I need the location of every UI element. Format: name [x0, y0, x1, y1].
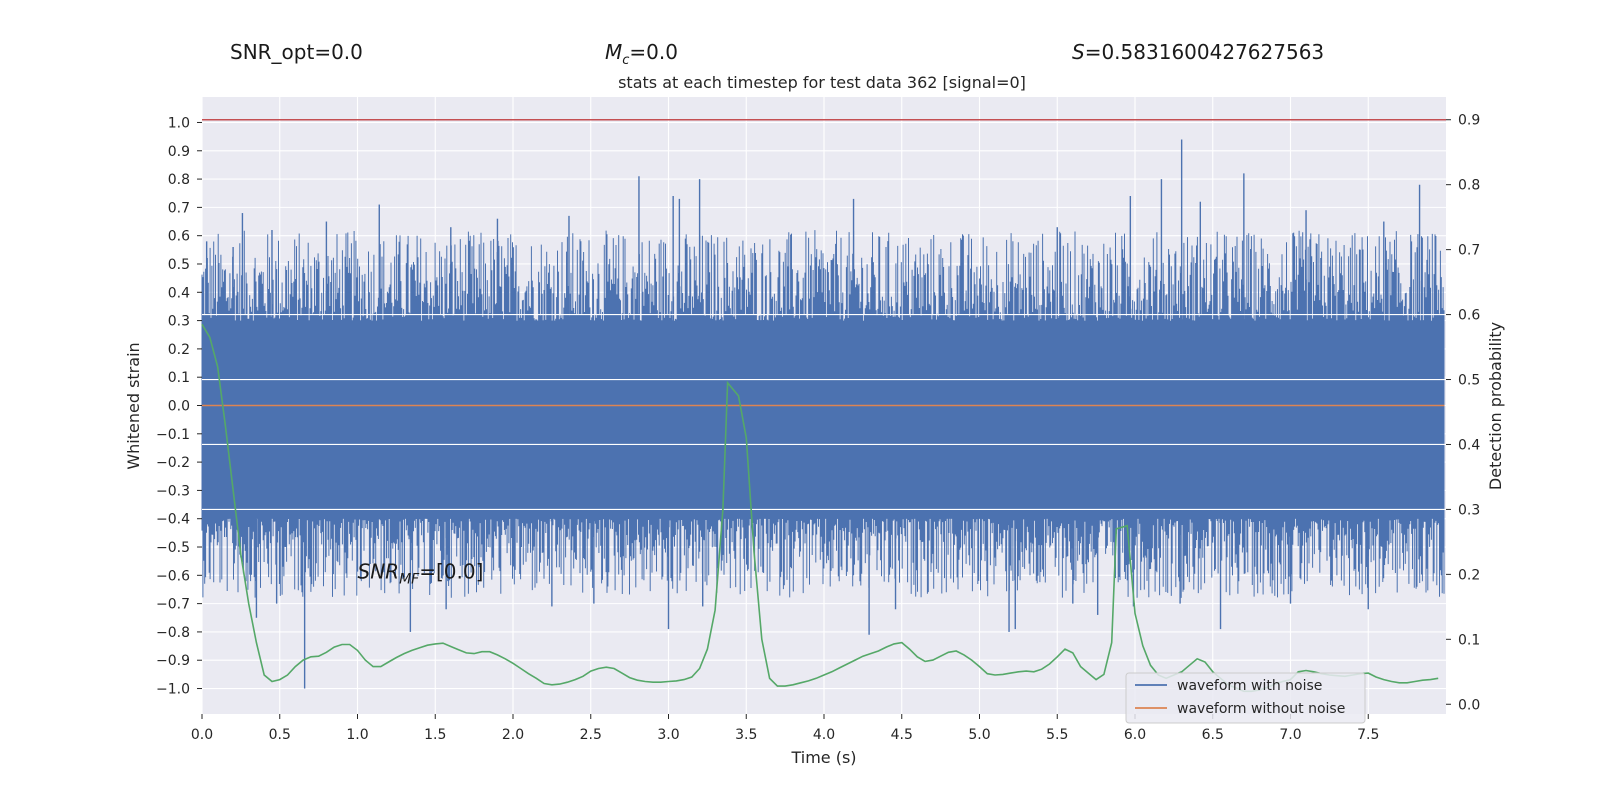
- y-tick-label: 0.5: [168, 257, 190, 273]
- x-tick-label: 1.0: [346, 727, 368, 743]
- y-tick-label: −0.2: [156, 455, 190, 471]
- snr-mf-value: =[0.0]: [419, 559, 483, 583]
- snr-opt-label: SNR_opt=0.0: [230, 40, 363, 64]
- y-tick-label: 0.1: [168, 370, 190, 386]
- chart-title: stats at each timestep for test data 362…: [618, 73, 1026, 92]
- x-tick-label: 2.5: [580, 727, 602, 743]
- x-tick-label: 0.0: [191, 727, 213, 743]
- legend-box: [1125, 672, 1366, 724]
- y-axis-ticks: 1.0 0.9 0.8 0.7 0.6 0.5 0.4 0.3 0.2 0.1 0.0 −0.1 −0.…: [156, 115, 202, 698]
- y-tick-label: 0.6: [168, 229, 190, 245]
- legend-clean-label: waveform without noise: [1177, 701, 1345, 717]
- y2-tick-label: 0.5: [1458, 373, 1480, 389]
- y2-tick-label: 0.0: [1458, 697, 1480, 713]
- chirp-mass-subscript: c: [622, 53, 629, 68]
- y2-axis-label: Detection probability: [1486, 322, 1505, 490]
- snr-mf-subscript: MF: [399, 571, 420, 587]
- y-tick-label: −0.4: [156, 512, 190, 528]
- secondary-grid: [202, 314, 1446, 510]
- y-tick-label: 1.0: [168, 115, 190, 131]
- y-tick-label: −0.7: [156, 597, 190, 613]
- y-tick-label: −0.1: [156, 427, 190, 443]
- legend-noise-label: waveform with noise: [1177, 678, 1322, 694]
- waveform-with-noise-trace: [201, 139, 1445, 689]
- x-tick-label: 0.5: [269, 727, 291, 743]
- x-tick-label: 2.0: [502, 727, 524, 743]
- legend: waveform with noise waveform without noi…: [1125, 672, 1366, 724]
- x-tick-label: 3.0: [657, 727, 679, 743]
- x-tick-label: 7.0: [1279, 727, 1301, 743]
- snr-mf-annotation: SNRMF=[0.0]: [358, 559, 484, 587]
- y-tick-label: 0.9: [168, 144, 190, 160]
- snr-mf-symbol: SNR: [358, 559, 400, 583]
- x-tick-label: 6.5: [1202, 727, 1224, 743]
- x-tick-label: 4.0: [813, 727, 835, 743]
- x-tick-label: 3.5: [735, 727, 757, 743]
- noise-spikes: [201, 230, 1445, 598]
- y2-tick-label: 0.7: [1458, 243, 1480, 259]
- x-tick-label: 5.5: [1046, 727, 1068, 743]
- s-stat-symbol: S: [1072, 40, 1085, 64]
- s-stat-label: S=0.5831600427627563: [1072, 40, 1324, 64]
- y2-tick-label: 0.6: [1458, 308, 1480, 324]
- y-tick-label: −0.3: [156, 483, 190, 499]
- y2-tick-label: 0.4: [1458, 437, 1480, 453]
- y-tick-label: 0.0: [168, 399, 190, 415]
- y-tick-label: −0.9: [156, 653, 190, 669]
- x-tick-label: 7.5: [1357, 727, 1379, 743]
- chirp-mass-symbol: M: [605, 40, 622, 64]
- y-tick-label: 0.3: [168, 314, 190, 330]
- y2-tick-label: 0.1: [1458, 632, 1480, 648]
- y2-tick-label: 0.2: [1458, 567, 1480, 583]
- y-axis-label: Whitened strain: [124, 342, 143, 469]
- y-tick-label: −0.8: [156, 625, 190, 641]
- s-stat-value: =0.5831600427627563: [1085, 40, 1324, 64]
- y2-tick-label: 0.9: [1458, 113, 1480, 129]
- chirp-mass-value: =0.0: [629, 40, 678, 64]
- y2-tick-label: 0.3: [1458, 502, 1480, 518]
- y-tick-label: −0.6: [156, 568, 190, 584]
- x-axis-ticks: 0.0 0.5 1.0 1.5 2.0 2.5 3.0 3.5 4.0 4.5 5.0 5.5 6.0 6…: [191, 714, 1379, 743]
- y-tick-label: −1.0: [156, 682, 190, 698]
- x-tick-label: 4.5: [891, 727, 913, 743]
- chirp-mass-label: Mc=0.0: [605, 40, 678, 68]
- y-tick-label: 0.7: [168, 200, 190, 216]
- y-tick-label: 0.2: [168, 342, 190, 358]
- x-tick-label: 1.5: [424, 727, 446, 743]
- y2-axis-ticks: 0.9 0.8 0.7 0.6 0.5 0.4 0.3 0.2 0.1 0.0: [1446, 113, 1480, 713]
- y-tick-label: 0.8: [168, 172, 190, 188]
- y2-tick-label: 0.8: [1458, 178, 1480, 194]
- y-tick-label: −0.5: [156, 540, 190, 556]
- x-tick-label: 6.0: [1124, 727, 1146, 743]
- x-tick-label: 5.0: [968, 727, 990, 743]
- x-axis-label: Time (s): [790, 748, 856, 767]
- y-tick-label: 0.4: [168, 285, 190, 301]
